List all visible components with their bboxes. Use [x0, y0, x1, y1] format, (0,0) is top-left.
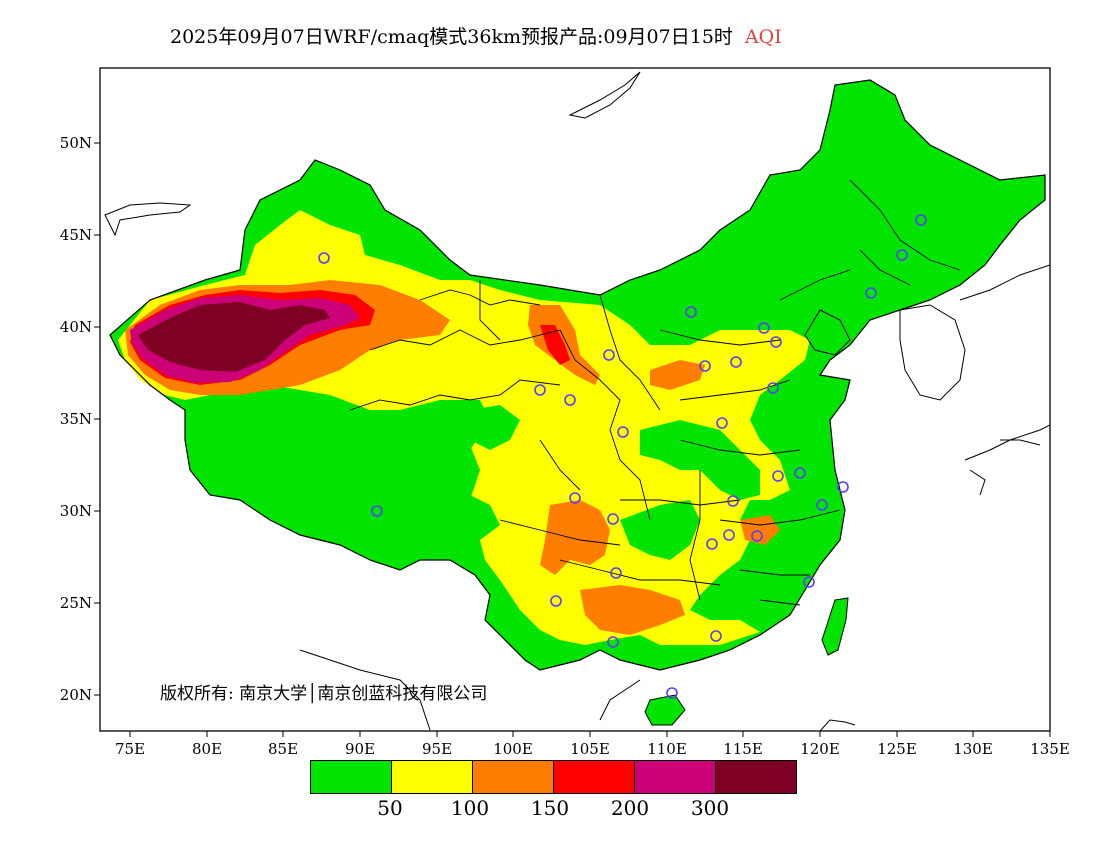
station-marker	[607, 636, 619, 648]
station-marker	[550, 595, 562, 607]
station-marker	[569, 492, 581, 504]
station-marker	[610, 567, 622, 579]
legend-label: 300	[690, 796, 730, 820]
legend-label: 150	[530, 796, 570, 820]
station-marker	[666, 687, 678, 699]
station-marker	[865, 287, 877, 299]
lon-label: 80E	[191, 740, 223, 758]
legend-swatch	[635, 761, 716, 793]
station-marker	[706, 538, 718, 550]
station-marker	[758, 322, 770, 334]
station-marker	[772, 470, 784, 482]
lon-label: 125E	[877, 740, 917, 758]
copyright-text: 版权所有: 南京大学│南京创蓝科技有限公司	[160, 684, 488, 704]
station-marker	[915, 214, 927, 226]
station-marker	[607, 513, 619, 525]
coastlines	[104, 71, 1050, 731]
aqi-region-good-patch	[620, 500, 700, 560]
map-title: 2025年09月07日WRF/cmaq模式36km预报产品:09月07日15时 A…	[170, 22, 782, 49]
lon-label: 120E	[800, 740, 840, 758]
title-variable: AQI	[744, 26, 782, 48]
legend-label: 200	[610, 796, 650, 820]
station-marker	[751, 530, 763, 542]
station-marker	[716, 417, 728, 429]
lat-label: 25N	[59, 594, 92, 612]
station-marker	[816, 499, 828, 511]
lon-label: 95E	[421, 740, 453, 758]
legend-swatch	[392, 761, 473, 793]
station-marker	[617, 426, 629, 438]
lat-label: 40N	[59, 318, 92, 336]
station-marker	[794, 467, 806, 479]
legend-swatch	[311, 761, 392, 793]
station-marker	[318, 252, 330, 264]
title-text: 2025年09月07日WRF/cmaq模式36km预报产品:09月07日15时	[170, 26, 733, 48]
aqi-region-good-patch	[640, 420, 760, 500]
aqi-region-good-patch	[195, 395, 380, 540]
station-marker	[710, 630, 722, 642]
station-marker	[770, 336, 782, 348]
lon-label: 90E	[344, 740, 376, 758]
station-marker	[727, 495, 739, 507]
station-marker	[564, 394, 576, 406]
legend-swatch	[716, 761, 796, 793]
legend-label: 100	[450, 796, 490, 820]
station-marker	[534, 384, 546, 396]
legend-swatch	[473, 761, 554, 793]
lon-label: 135E	[1030, 740, 1070, 758]
station-marker	[685, 306, 697, 318]
aqi-region-sensitive	[650, 360, 705, 390]
legend-swatch	[554, 761, 635, 793]
lat-label: 35N	[59, 410, 92, 428]
lat-label: 50N	[59, 134, 92, 152]
lon-label: 110E	[647, 740, 687, 758]
lat-label: 45N	[59, 226, 92, 244]
station-marker	[723, 529, 735, 541]
legend-label: 50	[377, 796, 403, 820]
lon-label: 115E	[723, 740, 763, 758]
aqi-legend-bar	[310, 760, 797, 794]
aqi-region-good-patch	[355, 420, 480, 525]
station-marker	[730, 356, 742, 368]
aqi-region-good-patch	[470, 405, 520, 450]
station-marker	[371, 505, 383, 517]
lon-label: 130E	[953, 740, 993, 758]
lat-label: 20N	[59, 686, 92, 704]
map-frame	[99, 67, 1051, 732]
country-border	[109, 79, 1046, 671]
station-marker	[603, 349, 615, 361]
province-boundaries	[349, 179, 961, 606]
axis-ticks	[94, 142, 1051, 737]
lat-label: 30N	[59, 502, 92, 520]
station-marker	[837, 481, 849, 493]
station-marker	[767, 382, 779, 394]
lon-label: 75E	[114, 740, 146, 758]
aqi-field	[104, 71, 1050, 731]
station-marker	[896, 249, 908, 261]
station-marker	[803, 576, 815, 588]
station-marker	[699, 360, 711, 372]
aqi-region-sensitive	[740, 515, 780, 545]
lon-label: 105E	[570, 740, 610, 758]
station-markers	[318, 214, 927, 699]
aqi-region-unhealthy	[540, 325, 570, 365]
taiwan-island	[821, 597, 849, 656]
lon-label: 100E	[493, 740, 533, 758]
aqi-region-hazardous	[138, 302, 330, 372]
aqi-region-sensitive	[540, 500, 610, 575]
hainan-island	[644, 694, 686, 726]
lon-label: 85E	[267, 740, 299, 758]
aqi-region-sensitive	[580, 585, 685, 635]
